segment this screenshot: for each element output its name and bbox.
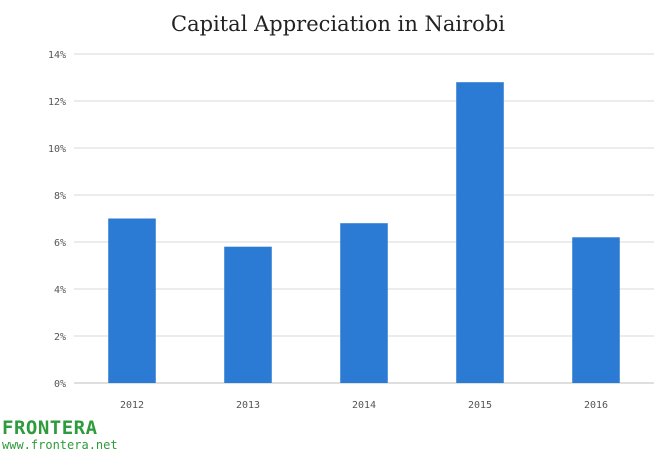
x-tick-label: 2012 bbox=[120, 400, 144, 411]
y-tick-label: 10% bbox=[48, 144, 66, 155]
y-tick-label: 14% bbox=[48, 50, 66, 61]
x-axis-ticks: 2012 2013 2014 2015 2016 bbox=[120, 400, 608, 411]
logo-name: FRONTERA bbox=[2, 417, 98, 439]
y-tick-label: 2% bbox=[54, 332, 66, 343]
y-tick-label: 12% bbox=[48, 97, 66, 108]
frontera-logo: FRONTERA www.frontera.net bbox=[2, 418, 118, 452]
x-tick-label: 2013 bbox=[236, 400, 260, 411]
y-tick-label: 0% bbox=[54, 379, 66, 390]
y-axis-ticks: 0% 2% 4% 6% 8% 10% 12% 14% bbox=[48, 50, 66, 390]
x-tick-label: 2016 bbox=[584, 400, 608, 411]
x-tick-label: 2015 bbox=[468, 400, 492, 411]
bar-2015 bbox=[456, 82, 504, 383]
x-tick-label: 2014 bbox=[352, 400, 376, 411]
bar-2016 bbox=[572, 237, 620, 383]
bar-2014 bbox=[340, 223, 388, 383]
bar-2013 bbox=[224, 246, 272, 383]
y-tick-label: 6% bbox=[54, 238, 66, 249]
chart-title: Capital Appreciation in Nairobi bbox=[171, 12, 505, 36]
y-tick-label: 8% bbox=[54, 191, 66, 202]
bar-2012 bbox=[108, 218, 156, 383]
y-tick-label: 4% bbox=[54, 285, 66, 296]
logo-url: www.frontera.net bbox=[2, 438, 118, 452]
bars bbox=[108, 82, 620, 383]
